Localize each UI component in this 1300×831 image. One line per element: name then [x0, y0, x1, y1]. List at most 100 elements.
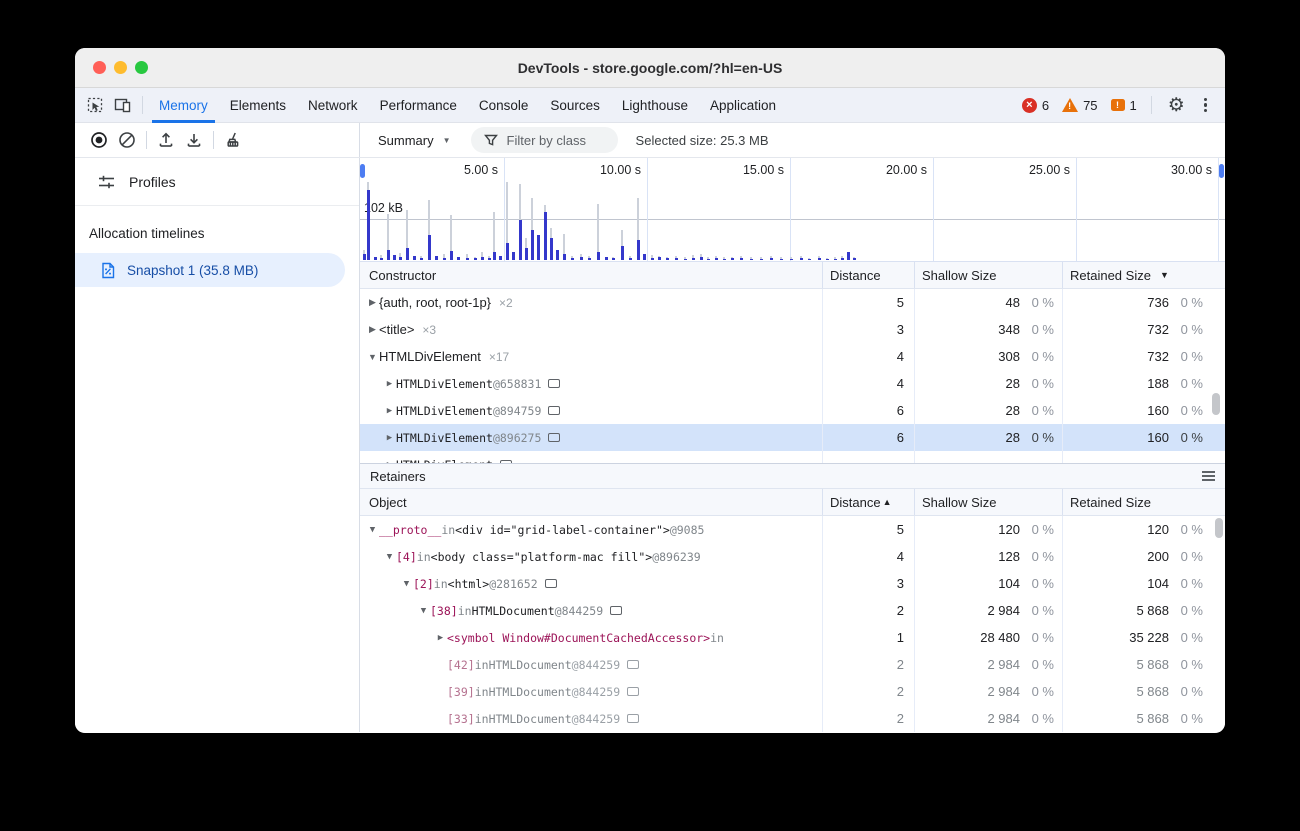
column-header-object[interactable]: Object: [360, 489, 823, 515]
table-row[interactable]: ▼ HTMLDivElement ×17 4 308 0 % 732 0 %: [360, 343, 1225, 370]
column-header-shallow-size[interactable]: Shallow Size: [915, 262, 1063, 288]
tab-performance[interactable]: Performance: [379, 97, 457, 113]
reveal-in-elements-icon[interactable]: [548, 433, 561, 442]
table-row[interactable]: ▼ [2] in <html> @281652 3 104 0 % 104 0 %: [360, 570, 1225, 597]
allocation-bar-live: [658, 257, 661, 260]
save-profile-icon[interactable]: [180, 127, 208, 153]
tab-console[interactable]: Console: [478, 97, 529, 113]
more-options-menu-icon[interactable]: [1196, 97, 1215, 113]
record-heap-button[interactable]: [85, 127, 113, 153]
table-row[interactable]: ▶ HTMLDivElement @894759 6 28 0 % 160 0 %: [360, 397, 1225, 424]
expand-toggle-icon[interactable]: ▶: [369, 324, 376, 334]
device-toolbar-icon[interactable]: [109, 92, 137, 118]
settings-gear-icon[interactable]: ⚙: [1167, 94, 1185, 116]
table-row[interactable]: [42] in HTMLDocument @844259 2 2 984 0 % 5 8…: [360, 651, 1225, 678]
table-row[interactable]: ▶ <symbol Window#DocumentCachedAccessor> …: [360, 624, 1225, 651]
expand-toggle-icon[interactable]: ▶: [437, 632, 444, 643]
class-filter-input[interactable]: [504, 131, 605, 149]
table-row[interactable]: ▶ <title> ×3 3 348 0 % 732 0 %: [360, 316, 1225, 343]
collect-garbage-icon[interactable]: [219, 127, 247, 153]
constructor-scrollbar-thumb[interactable]: [1212, 393, 1220, 415]
allocation-bar-total: [651, 255, 653, 260]
allocation-bar-total: [750, 257, 752, 260]
column-header-distance[interactable]: Distance ▲: [823, 489, 915, 515]
tab-lighthouse[interactable]: Lighthouse: [621, 97, 688, 113]
allocation-bar-live: [435, 256, 438, 260]
zoom-window-button[interactable]: [135, 61, 148, 74]
devtools-tab-bar: Memory Elements Network Performance Console S…: [75, 88, 1225, 123]
tab-network[interactable]: Network: [308, 97, 358, 113]
column-header-constructor[interactable]: Constructor: [360, 262, 823, 288]
reveal-in-elements-icon[interactable]: [548, 379, 561, 388]
table-row[interactable]: ▶HTMLDivElement: [360, 451, 1225, 463]
table-row[interactable]: ▶ HTMLDivElement @896275 6 28 0 % 160 0 %: [360, 424, 1225, 451]
table-row[interactable]: ▶ {auth, root, root-1p} ×2 5 48 0 % 736 0 %: [360, 289, 1225, 316]
inspect-element-icon[interactable]: [81, 92, 109, 118]
expand-toggle-icon[interactable]: ▶: [386, 378, 393, 389]
reveal-in-elements-icon[interactable]: [499, 460, 512, 463]
reveal-in-elements-icon[interactable]: [627, 687, 640, 696]
close-window-button[interactable]: [93, 61, 106, 74]
allocation-bar-live: [612, 258, 615, 260]
reveal-in-elements-icon[interactable]: [627, 714, 640, 723]
collapse-toggle-icon[interactable]: ▼: [369, 524, 376, 535]
load-profile-icon[interactable]: [152, 127, 180, 153]
expand-toggle-icon[interactable]: ▶: [386, 432, 393, 443]
allocation-bar-total: [428, 200, 430, 260]
allocation-bar-live: [493, 252, 496, 260]
allocation-bar-live: [363, 254, 366, 260]
table-row[interactable]: ▶ HTMLDivElement @658831 4 28 0 % 188 0 %: [360, 370, 1225, 397]
retainers-menu-icon[interactable]: [1202, 471, 1215, 481]
reveal-in-elements-icon[interactable]: [627, 660, 640, 669]
expand-toggle-icon[interactable]: ▶: [386, 405, 393, 416]
errors-badge[interactable]: × 6: [1018, 97, 1053, 113]
object-id: @896239: [652, 549, 701, 564]
allocation-timeline-chart[interactable]: 102 kB 5.00 s 10.00 s 15.00 s 20.00 s 25.00 …: [360, 158, 1225, 262]
tab-sources[interactable]: Sources: [550, 97, 600, 113]
tab-memory[interactable]: Memory: [148, 88, 219, 123]
collapse-toggle-icon[interactable]: ▼: [368, 351, 377, 362]
collapse-toggle-icon[interactable]: ▼: [420, 605, 427, 616]
collapse-toggle-icon[interactable]: ▼: [403, 578, 410, 589]
shallow-size-value: 2 984: [987, 603, 1020, 618]
sidebar-item-profiles[interactable]: Profiles: [75, 158, 359, 206]
distance-value: 2: [896, 657, 904, 672]
retainers-scrollbar-thumb[interactable]: [1215, 518, 1223, 538]
allocation-bar-live: [406, 248, 409, 260]
timeline-left-handle[interactable]: [360, 164, 365, 178]
expand-toggle-icon[interactable]: ▶: [369, 297, 376, 307]
column-header-distance[interactable]: Distance: [823, 262, 915, 288]
retained-size-percent: 0 %: [1180, 403, 1203, 418]
table-row[interactable]: [39] in HTMLDocument @844259 2 2 984 0 % 5 8…: [360, 678, 1225, 705]
warnings-badge[interactable]: ! 75: [1058, 98, 1101, 113]
reveal-in-elements-icon[interactable]: [610, 606, 623, 615]
allocation-bar-live: [770, 258, 773, 260]
time-tick-label: 15.00 s: [742, 163, 784, 177]
timeline-right-handle[interactable]: [1219, 164, 1224, 178]
table-row[interactable]: ▼ [4] in <body class="platform-mac fill">…: [360, 543, 1225, 570]
reveal-in-elements-icon[interactable]: [544, 579, 557, 588]
column-header-retained-size[interactable]: Retained Size: [1070, 494, 1151, 510]
column-header-retained-size[interactable]: Retained Size ▼: [1070, 267, 1169, 283]
constructor-rows: ▶ {auth, root, root-1p} ×2 5 48 0 % 736 0 % ▶ <ti…: [360, 289, 1225, 463]
expand-toggle-icon[interactable]: ▶: [383, 460, 396, 464]
collapse-toggle-icon[interactable]: ▼: [386, 551, 393, 562]
issues-badge[interactable]: ! 1: [1107, 98, 1141, 113]
perspective-select[interactable]: Summary ▼: [372, 133, 457, 148]
table-row[interactable]: ▼ [38] in HTMLDocument @844259 2 2 984 0 % 5 …: [360, 597, 1225, 624]
table-row[interactable]: ▼ __proto__ in <div id="grid-label-contai…: [360, 516, 1225, 543]
class-filter[interactable]: [470, 127, 618, 153]
column-header-shallow-size[interactable]: Shallow Size: [915, 489, 1063, 515]
clear-profiles-button[interactable]: [113, 127, 141, 153]
allocation-bar-live: [413, 256, 416, 260]
minimize-window-button[interactable]: [114, 61, 127, 74]
tab-elements[interactable]: Elements: [229, 97, 287, 113]
allocation-bar-live: [707, 259, 710, 260]
tab-application[interactable]: Application: [709, 97, 777, 113]
reveal-in-elements-icon[interactable]: [548, 406, 561, 415]
tune-icon: [99, 175, 114, 188]
sidebar-item-snapshot-1[interactable]: Snapshot 1 (35.8 MB): [75, 253, 345, 287]
table-row[interactable]: [33] in HTMLDocument @844259 2 2 984 0 % 5 8…: [360, 705, 1225, 732]
allocation-bar-total: [531, 198, 533, 260]
in-keyword: in: [710, 630, 724, 645]
